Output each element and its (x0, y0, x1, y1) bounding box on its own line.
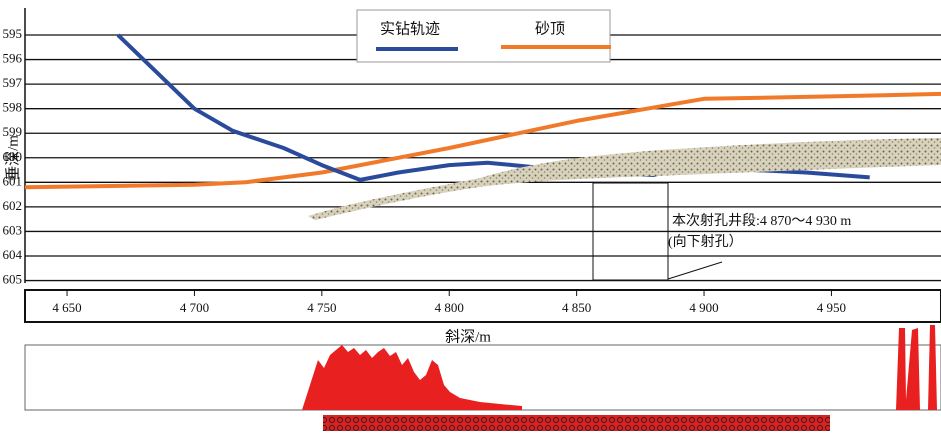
x-tick-label: 4 700 (180, 300, 209, 315)
y-tick-label: 4 595 (0, 26, 22, 41)
perforation-bar (323, 415, 830, 431)
x-tick-label: 4 850 (562, 300, 591, 315)
log-curve (302, 345, 522, 410)
log-curve-right (896, 325, 937, 410)
leader-line (668, 262, 722, 279)
y-axis-label: 垂深/m (4, 135, 21, 181)
y-tick-label: 4 603 (0, 222, 22, 237)
x-axis-label: 斜深/m (445, 328, 491, 345)
y-tick-label: 4 605 (0, 272, 22, 287)
annotation: 本次射孔井段:4 870～4 930 m (672, 213, 851, 229)
legend-label: 砂顶 (535, 20, 565, 37)
x-tick-label: 4 800 (435, 300, 464, 315)
annotation: (向下射孔） (668, 234, 743, 250)
sand-body (308, 138, 941, 220)
x-tick-label: 4 950 (817, 300, 846, 315)
y-tick-label: 4 597 (0, 75, 23, 90)
x-axis-box (25, 290, 941, 322)
x-tick-label: 4 650 (52, 300, 81, 315)
y-tick-label: 4 604 (0, 247, 23, 262)
legend-label: 实钻轨迹 (380, 20, 440, 37)
log-panel (25, 345, 941, 410)
chart: 4 5954 5964 5974 5984 5994 6004 6014 602… (0, 0, 941, 434)
x-tick-label: 4 900 (689, 300, 718, 315)
x-tick-label: 4 750 (307, 300, 336, 315)
y-tick-label: 4 602 (0, 198, 22, 213)
y-tick-label: 4 598 (0, 100, 22, 115)
y-tick-label: 4 596 (0, 51, 23, 66)
